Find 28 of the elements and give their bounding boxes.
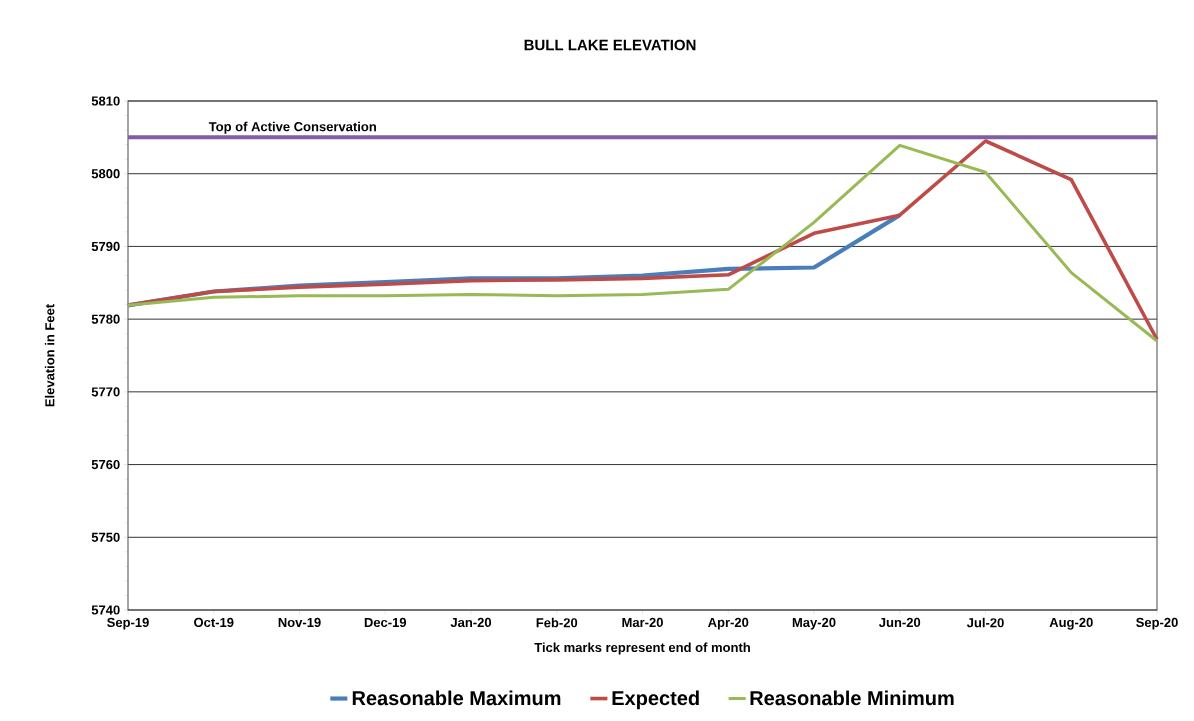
x-tick-label: Jun-20 — [879, 617, 921, 627]
x-tick-label: Jan-20 — [450, 617, 492, 627]
y-axis-title: Elevation in Feet — [44, 304, 55, 407]
x-tick-label: Dec-19 — [364, 617, 407, 627]
x-tick-label: Sep-20 — [1136, 617, 1178, 630]
chart-title: BULL LAKE ELEVATION — [524, 39, 696, 51]
legend-label: Reasonable Maximum — [352, 690, 561, 706]
y-tick-label: 5780 — [91, 314, 120, 324]
x-tick-label: May-20 — [792, 617, 836, 630]
y-tick-label: 5740 — [91, 605, 120, 615]
y-tick-label: 5770 — [91, 387, 120, 397]
x-tick-label: Feb-20 — [536, 617, 578, 628]
y-tick-label: 5750 — [91, 532, 120, 542]
legend-label: Expected — [612, 690, 699, 710]
x-tick-label: Mar-20 — [622, 617, 663, 627]
y-tick-label: 5810 — [91, 96, 120, 106]
legend-label: Reasonable Minimum — [750, 690, 954, 706]
y-tick-label: 5790 — [91, 241, 120, 252]
x-axis-title: Tick marks represent end of month — [534, 642, 750, 655]
y-tick-label: 5800 — [91, 169, 120, 179]
ref-line-label: Top of Active Conservation — [208, 121, 376, 134]
y-tick-label: 5760 — [91, 459, 120, 470]
x-tick-label: Aug-20 — [1049, 617, 1093, 630]
x-tick-label: Apr-20 — [708, 617, 749, 630]
x-tick-label: Oct-19 — [194, 617, 234, 627]
x-tick-label: Nov-19 — [278, 617, 321, 627]
x-tick-label: Sep-19 — [107, 617, 149, 630]
x-tick-label: Jul-20 — [966, 617, 1004, 628]
